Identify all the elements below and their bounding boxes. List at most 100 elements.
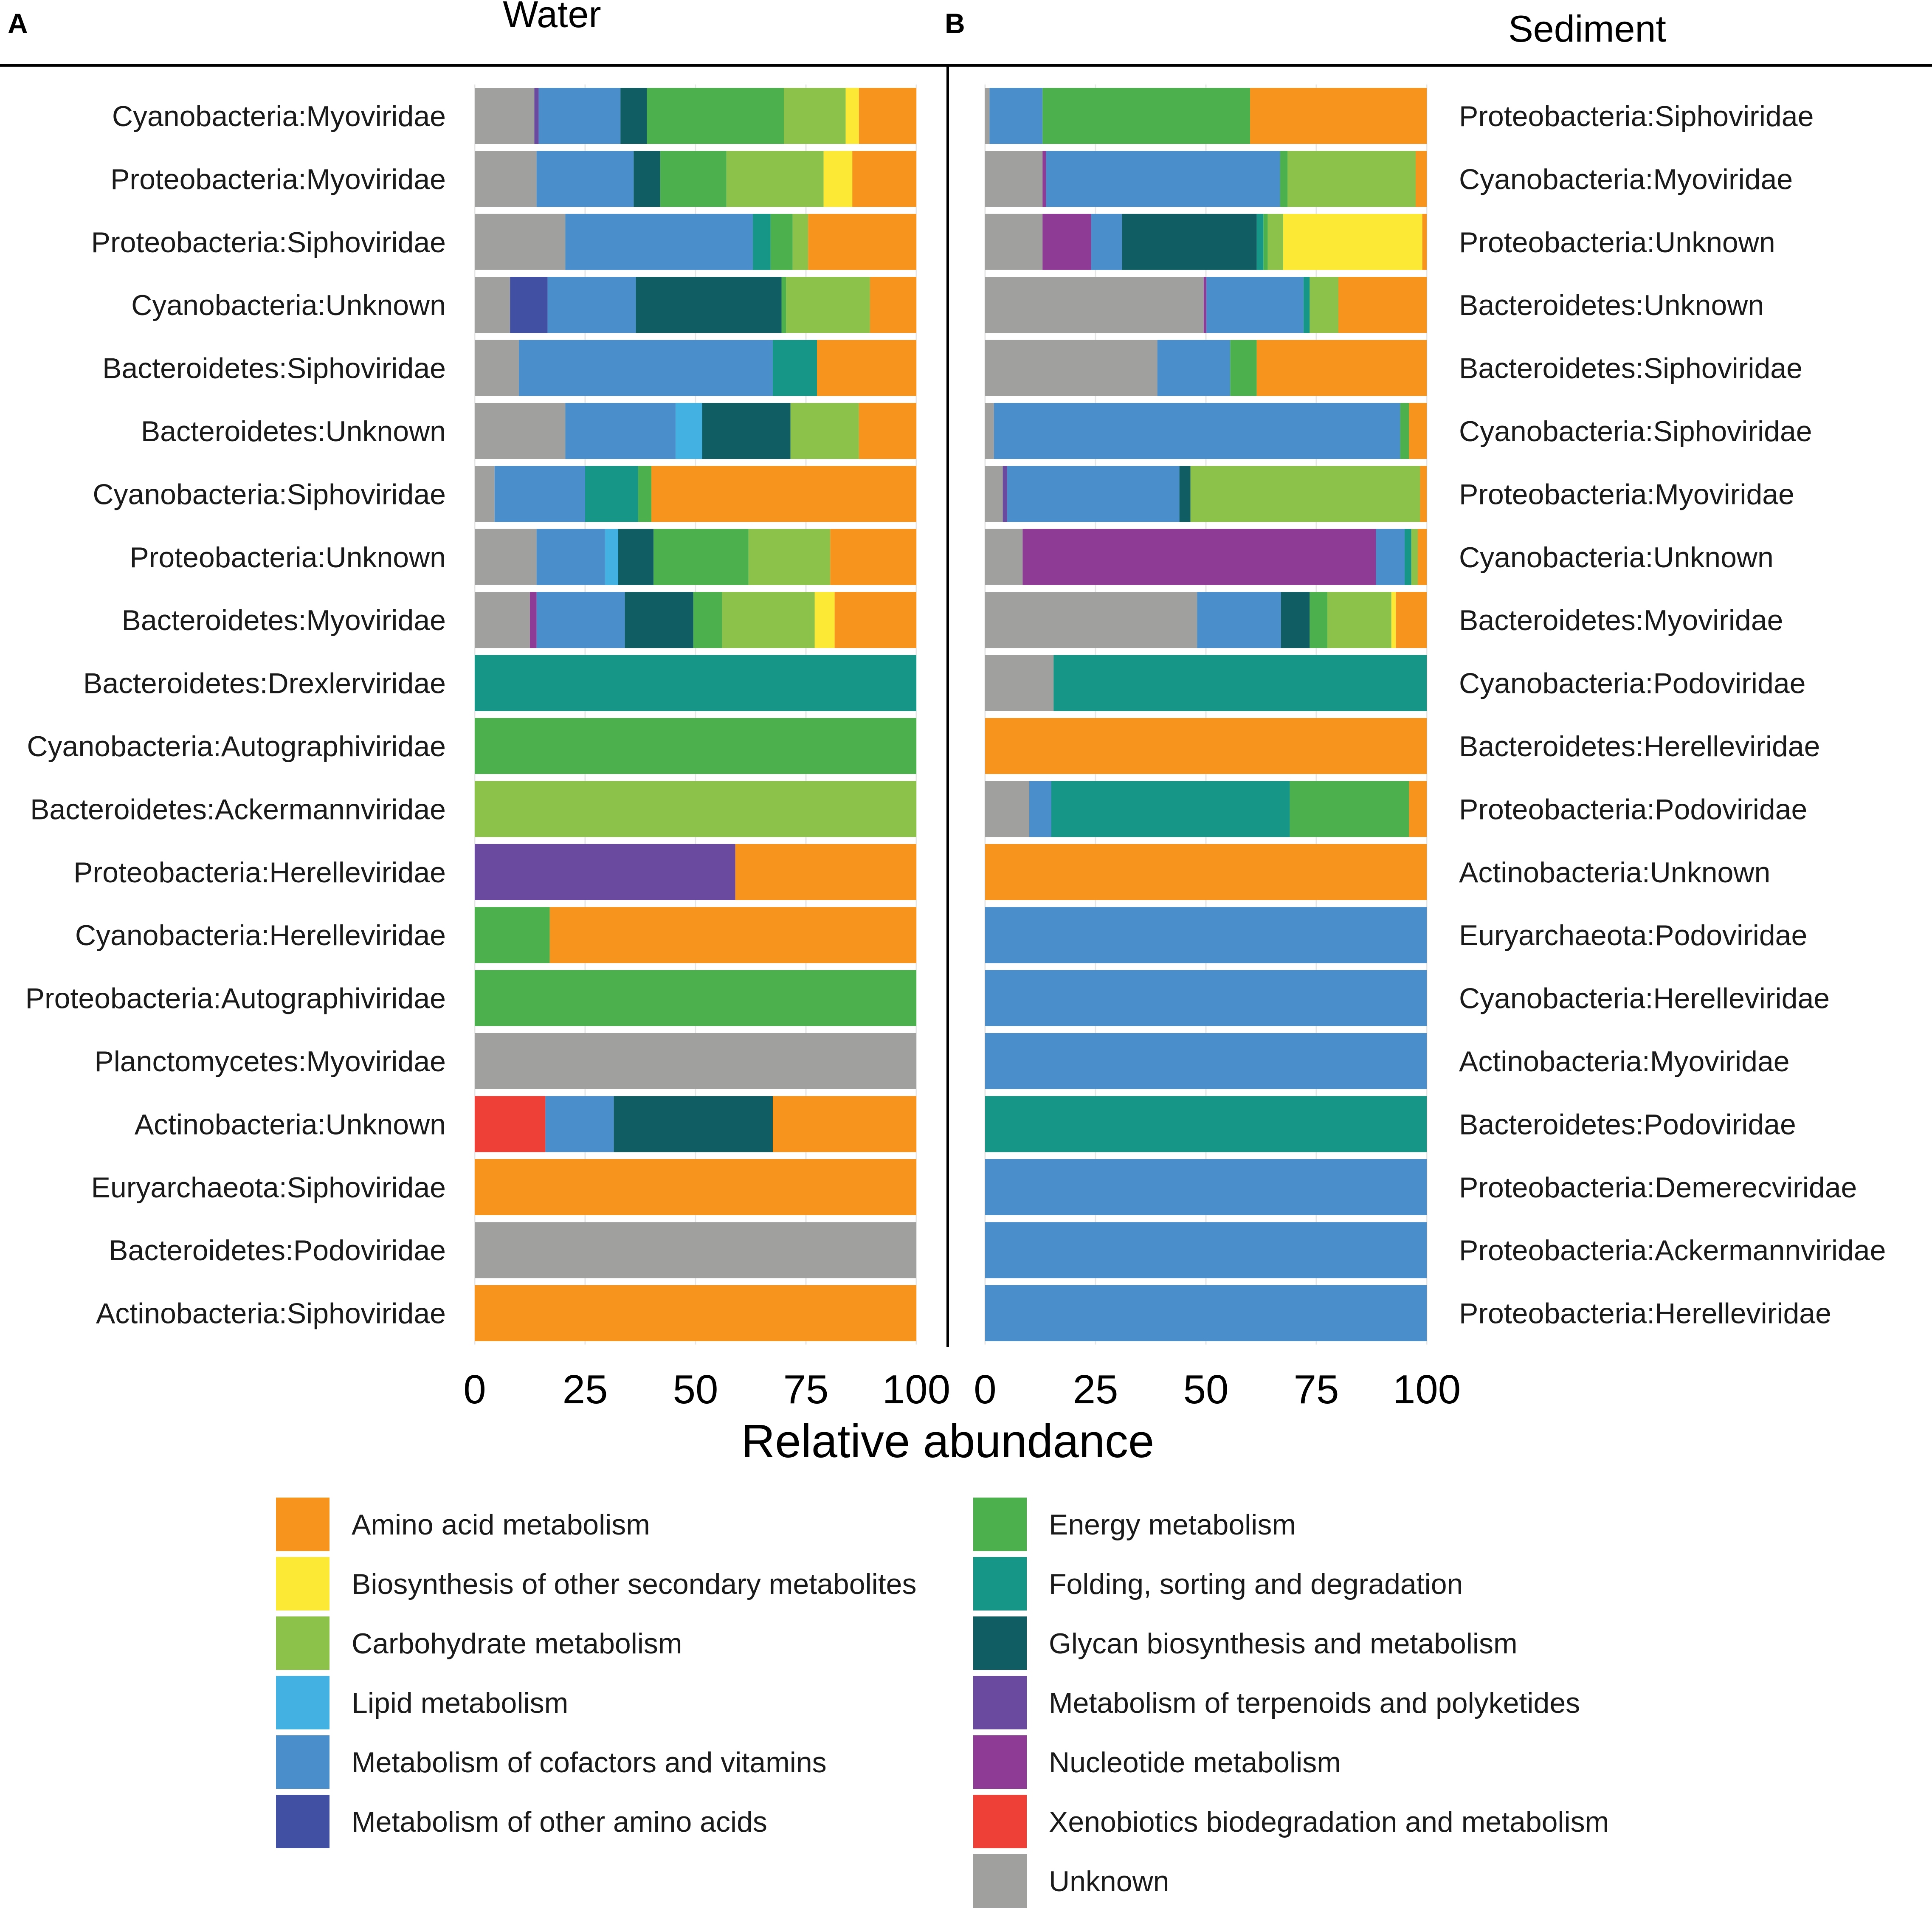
bar-segment-biosec xyxy=(823,151,853,207)
bar-segment-lipid xyxy=(605,529,618,585)
bar-segment-amino xyxy=(1256,340,1427,396)
bar-segment-cofac xyxy=(536,151,634,207)
bar-segment-energy xyxy=(1230,340,1257,396)
bar-segment-energy xyxy=(1263,214,1268,270)
bar-segment-cofac xyxy=(536,529,605,585)
bar-segment-cofac xyxy=(536,592,625,648)
bar-segment-fold xyxy=(475,655,916,711)
bar-label: Bacteroidetes:Unknown xyxy=(141,415,446,448)
bar-segment-unknown xyxy=(985,214,1043,270)
bar-segment-carb xyxy=(1310,277,1338,333)
bar-segment-unknown xyxy=(475,1033,916,1089)
bar-segment-amino xyxy=(859,403,916,459)
bar-segment-cofac xyxy=(1007,466,1180,522)
bar-segment-carb xyxy=(784,88,846,144)
bar-row: Bacteroidetes:Myoviridae xyxy=(985,592,1783,648)
bar-row: Bacteroidetes:Siphoviridae xyxy=(985,340,1802,396)
bar-segment-amino xyxy=(1422,214,1427,270)
bar-segment-cofac xyxy=(494,466,585,522)
bar-segment-energy xyxy=(770,214,793,270)
legend-item: Nucleotide metabolism xyxy=(973,1735,1341,1789)
bar-segment-cofac xyxy=(1376,529,1405,585)
x-tick-label: 0 xyxy=(463,1367,486,1412)
bar-row: Bacteroidetes:Unknown xyxy=(985,277,1764,333)
bar-row: Cyanobacteria:Herelleviridae xyxy=(985,970,1830,1026)
bar-segment-unknown xyxy=(475,592,530,648)
bar-segment-cofac xyxy=(538,88,621,144)
bar-row: Bacteroidetes:Herelleviridae xyxy=(985,718,1820,774)
bar-segment-fold xyxy=(1405,529,1411,585)
bar-segment-cofac xyxy=(1046,151,1280,207)
bar-row: Proteobacteria:Unknown xyxy=(130,529,916,585)
bar-segment-amino xyxy=(735,844,916,900)
bar-segment-biosec xyxy=(1283,214,1422,270)
bar-segment-amino xyxy=(859,88,916,144)
bar-segment-unknown xyxy=(985,151,1043,207)
legend-swatch-energy xyxy=(973,1498,1027,1551)
bar-segment-energy xyxy=(638,466,651,522)
bar-segment-cofac xyxy=(519,340,773,396)
legend-swatch-nucl xyxy=(973,1735,1027,1789)
bar-segment-terp xyxy=(534,88,539,144)
bar-segment-amino xyxy=(985,718,1427,774)
bar-row: Bacteroidetes:Ackermannviridae xyxy=(30,781,916,837)
bar-label: Cyanobacteria:Autographiviridae xyxy=(27,730,446,763)
legend-item: Glycan biosynthesis and metabolism xyxy=(973,1616,1518,1670)
legend-item: Xenobiotics biodegradation and metabolis… xyxy=(973,1795,1609,1848)
bar-segment-energy xyxy=(653,529,749,585)
bar-row: Cyanobacteria:Siphoviridae xyxy=(93,466,916,522)
legend-swatch-glycan xyxy=(973,1616,1027,1670)
bar-row: Cyanobacteria:Podoviridae xyxy=(985,655,1806,711)
x-tick-label: 100 xyxy=(1393,1367,1461,1412)
bar-row: Proteobacteria:Siphoviridae xyxy=(985,88,1814,144)
bar-segment-energy xyxy=(660,151,727,207)
bar-label: Cyanobacteria:Unknown xyxy=(1459,541,1774,574)
x-tick-label: 100 xyxy=(882,1367,950,1412)
bar-label: Cyanobacteria:Myoviridae xyxy=(112,100,446,132)
bar-label: Proteobacteria:Siphoviridae xyxy=(91,226,446,259)
bar-label: Proteobacteria:Herelleviridae xyxy=(73,856,446,889)
bar-segment-fold xyxy=(985,1096,1427,1152)
bar-segment-energy xyxy=(1280,151,1288,207)
bar-segment-glycan xyxy=(625,592,693,648)
bar-label: Bacteroidetes:Ackermannviridae xyxy=(30,793,446,825)
bar-segment-biosec xyxy=(1391,592,1396,648)
bar-segment-glycan xyxy=(634,151,660,207)
x-tick-label: 0 xyxy=(974,1367,996,1412)
bar-segment-cofac xyxy=(985,970,1427,1026)
bar-row: Bacteroidetes:Podoviridae xyxy=(985,1096,1796,1152)
bar-segment-glycan xyxy=(702,403,791,459)
bar-segment-carb xyxy=(748,529,831,585)
bar-segment-carb xyxy=(792,214,808,270)
bar-row: Bacteroidetes:Myoviridae xyxy=(122,592,916,648)
bar-label: Actinobacteria:Unknown xyxy=(1459,856,1770,889)
bar-label: Euryarchaeota:Siphoviridae xyxy=(91,1171,446,1204)
bar-segment-energy xyxy=(781,277,786,333)
bar-row: Cyanobacteria:Unknown xyxy=(131,277,916,333)
bar-segment-unknown xyxy=(985,655,1054,711)
bar-label: Proteobacteria:Demerecviridae xyxy=(1459,1171,1857,1204)
bar-label: Planctomycetes:Myoviridae xyxy=(94,1045,446,1078)
bar-segment-energy xyxy=(475,907,550,963)
bar-segment-terp xyxy=(1003,466,1007,522)
bar-segment-unknown xyxy=(985,88,990,144)
legend-item: Energy metabolism xyxy=(973,1498,1296,1551)
bar-segment-unknown xyxy=(475,403,566,459)
legend-swatch-cofac xyxy=(276,1735,330,1789)
bar-row: Planctomycetes:Myoviridae xyxy=(94,1033,916,1089)
bar-segment-energy xyxy=(1042,88,1250,144)
bar-segment-otheraa xyxy=(510,277,548,333)
bar-segment-unknown xyxy=(475,151,537,207)
bar-label: Bacteroidetes:Myoviridae xyxy=(1459,604,1783,636)
bar-label: Bacteroidetes:Podoviridae xyxy=(1459,1108,1796,1140)
legend-label: Carbohydrate metabolism xyxy=(352,1627,682,1660)
bar-segment-cofac xyxy=(994,403,1400,459)
bar-row: Actinobacteria:Myoviridae xyxy=(985,1033,1790,1089)
legend-swatch-lipid xyxy=(276,1676,330,1729)
bar-segment-xeno xyxy=(475,1096,546,1152)
bar-segment-unknown xyxy=(475,214,566,270)
bar-label: Proteobacteria:Siphoviridae xyxy=(1459,100,1814,132)
bar-row: Cyanobacteria:Herelleviridae xyxy=(75,907,916,963)
bar-segment-cofac xyxy=(1206,277,1304,333)
